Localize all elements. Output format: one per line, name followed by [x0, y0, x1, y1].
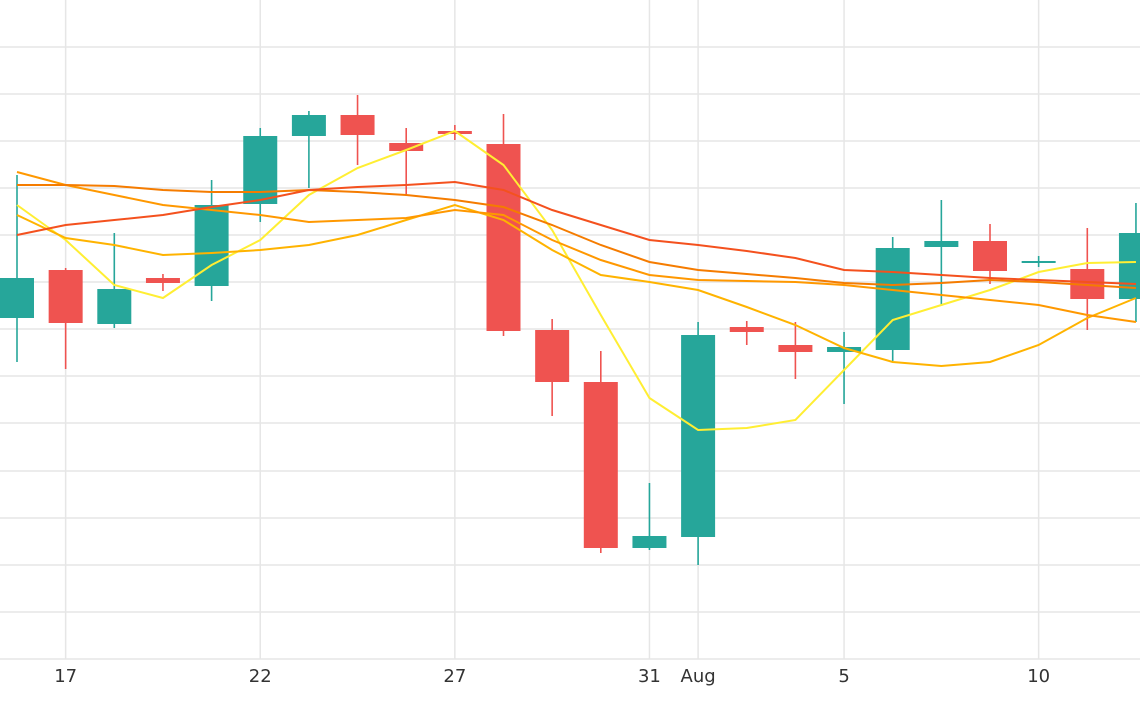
- candle-body: [1118, 233, 1140, 299]
- candle-body: [924, 241, 959, 247]
- candle-body: [389, 143, 424, 151]
- candle-body: [0, 278, 34, 318]
- candle-body: [340, 115, 375, 135]
- moving-average-line: [16, 171, 1137, 323]
- moving-average-line: [16, 203, 1137, 368]
- x-tick-label: 5: [838, 666, 849, 687]
- x-tick-label: 31: [638, 666, 661, 687]
- candle-body: [681, 335, 716, 537]
- candle-body: [145, 278, 180, 283]
- candle-body: [291, 115, 326, 136]
- candle-body: [729, 327, 764, 332]
- x-tick-label: 22: [249, 666, 272, 687]
- candle-body: [437, 131, 472, 134]
- x-tick-label: 17: [54, 666, 77, 687]
- x-tick-label: 27: [443, 666, 466, 687]
- candle-body: [875, 248, 910, 350]
- candle-body: [973, 241, 1007, 271]
- x-tick-label: Aug: [681, 666, 716, 687]
- candle-body: [535, 330, 570, 382]
- candle-body: [97, 289, 132, 324]
- moving-average-line: [16, 180, 1136, 285]
- candle-body: [486, 144, 521, 331]
- candle-body: [48, 270, 83, 323]
- candle-body: [583, 382, 618, 548]
- candle-body: [632, 536, 667, 548]
- x-tick-label: 10: [1027, 666, 1050, 687]
- moving-average-line: [17, 184, 1137, 289]
- candle-body: [243, 136, 278, 204]
- candle-body: [778, 345, 813, 352]
- candle-body: [827, 347, 862, 352]
- moving-average-line: [16, 129, 1136, 432]
- candle-body: [1021, 261, 1056, 263]
